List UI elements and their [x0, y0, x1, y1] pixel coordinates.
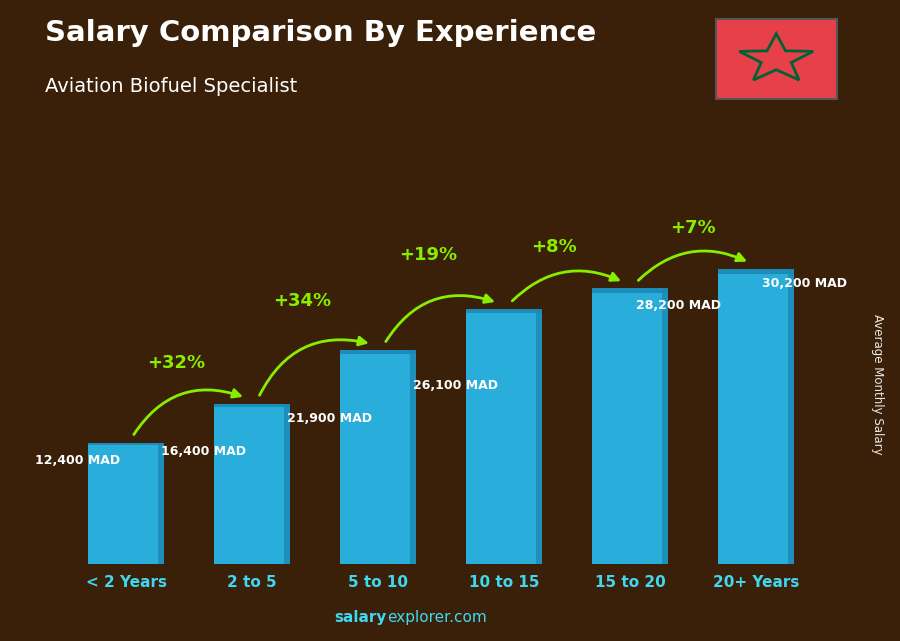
Bar [88, 443, 164, 445]
Bar [284, 404, 290, 564]
FancyArrowPatch shape [134, 390, 240, 435]
Bar [340, 350, 416, 564]
Text: Aviation Biofuel Specialist: Aviation Biofuel Specialist [45, 77, 297, 96]
Text: 30,200 MAD: 30,200 MAD [762, 277, 847, 290]
Text: salary: salary [335, 610, 387, 625]
Text: 21,900 MAD: 21,900 MAD [287, 412, 372, 425]
FancyArrowPatch shape [386, 295, 492, 342]
Bar [788, 269, 794, 564]
Bar [410, 350, 416, 564]
Bar [158, 443, 164, 564]
FancyArrowPatch shape [259, 337, 366, 395]
Bar [466, 309, 542, 564]
Text: 28,200 MAD: 28,200 MAD [636, 299, 721, 312]
Bar [718, 269, 794, 564]
Text: Average Monthly Salary: Average Monthly Salary [871, 314, 884, 455]
Text: +7%: +7% [670, 219, 716, 237]
Bar [466, 309, 542, 313]
Text: 26,100 MAD: 26,100 MAD [413, 379, 498, 392]
FancyArrowPatch shape [638, 251, 744, 280]
Text: explorer.com: explorer.com [387, 610, 487, 625]
Bar [214, 404, 290, 564]
Bar [662, 288, 668, 564]
Text: 12,400 MAD: 12,400 MAD [34, 454, 120, 467]
Bar [88, 443, 164, 564]
Text: +19%: +19% [400, 246, 457, 264]
Bar [592, 288, 668, 293]
Bar [536, 309, 542, 564]
Bar [214, 404, 290, 406]
Text: +34%: +34% [274, 292, 331, 310]
Text: 16,400 MAD: 16,400 MAD [161, 445, 246, 458]
Text: +8%: +8% [532, 238, 577, 256]
Bar [718, 269, 794, 274]
Text: +32%: +32% [148, 354, 205, 372]
Text: Salary Comparison By Experience: Salary Comparison By Experience [45, 19, 596, 47]
FancyArrowPatch shape [512, 271, 618, 301]
Bar [340, 350, 416, 354]
Bar [592, 288, 668, 564]
